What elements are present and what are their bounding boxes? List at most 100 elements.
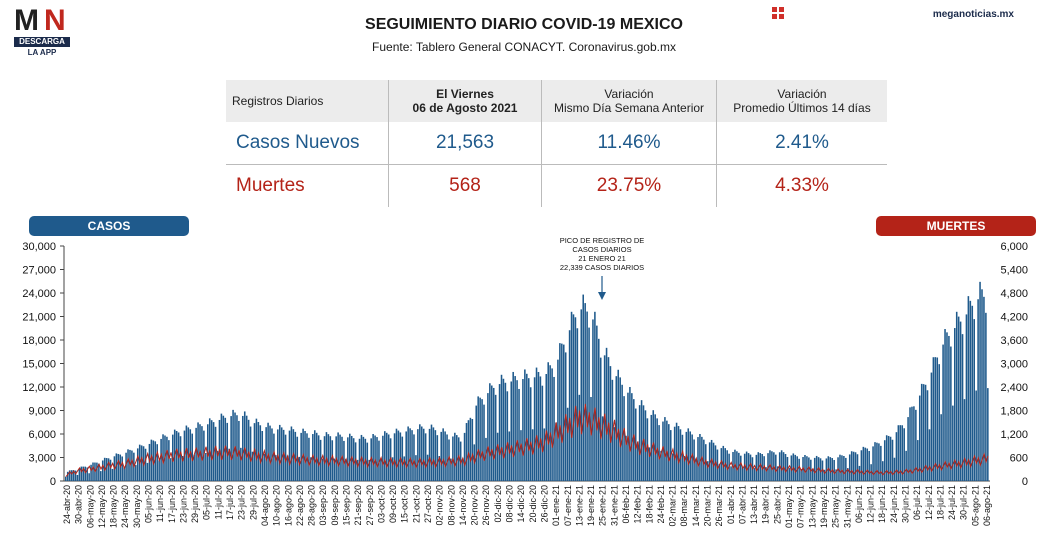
case-bar — [677, 426, 680, 481]
case-bar — [860, 450, 863, 481]
x-tick-label: 25-abr-21 — [772, 485, 782, 524]
case-bar — [352, 438, 355, 481]
case-bar — [385, 432, 388, 481]
case-bar — [450, 458, 452, 481]
case-bar — [131, 450, 133, 481]
case-bar — [681, 434, 684, 481]
case-bar — [839, 454, 841, 481]
case-bar — [973, 319, 975, 481]
case-bar — [673, 426, 676, 481]
case-bar — [854, 452, 857, 481]
case-bar — [263, 453, 265, 481]
site-link[interactable]: meganoticias.mx — [932, 9, 1014, 20]
case-bar — [755, 454, 758, 481]
case-bar — [520, 430, 522, 481]
case-bar — [920, 383, 923, 481]
case-bar — [613, 427, 616, 481]
left-tick-label: 24,000 — [22, 288, 56, 300]
case-bar — [434, 430, 437, 481]
case-bar — [380, 458, 382, 481]
case-bar — [811, 469, 814, 481]
case-bar — [969, 300, 972, 481]
case-bar — [90, 464, 92, 481]
case-bar — [539, 376, 542, 481]
case-bar — [255, 418, 258, 481]
x-tick-label: 08-dic-20 — [505, 485, 515, 523]
case-bar — [535, 367, 538, 481]
case-bar — [111, 468, 114, 481]
case-bar — [788, 468, 791, 481]
peak-annotation-line: 22,339 CASOS DIARIOS — [560, 263, 644, 272]
case-bar — [208, 418, 211, 481]
case-bar — [644, 410, 647, 481]
case-bar — [65, 476, 67, 481]
case-bar — [625, 435, 627, 481]
case-bar — [936, 357, 939, 481]
case-bar — [946, 332, 948, 481]
app-logo[interactable]: M N DESCARGA LA APP — [14, 6, 72, 59]
case-bar — [866, 448, 869, 481]
case-bar — [586, 311, 588, 481]
x-tick-label: 05-jul-20 — [202, 485, 212, 520]
case-bar — [479, 397, 481, 481]
x-tick-label: 30-jun-21 — [901, 485, 911, 523]
x-tick-label: 07-abr-21 — [737, 485, 747, 524]
case-bar — [189, 429, 192, 481]
x-tick-label: 02-nov-20 — [435, 485, 445, 526]
x-tick-label: 29-jul-20 — [248, 485, 258, 520]
case-bar — [808, 457, 810, 481]
x-tick-label: 20-nov-20 — [470, 485, 480, 526]
x-tick-label: 30-jul-21 — [959, 485, 969, 520]
x-tick-label: 24-feb-21 — [656, 485, 666, 524]
right-tick-label: 3,000 — [1000, 359, 1028, 371]
case-bar — [757, 452, 760, 481]
x-tick-label: 07-may-21 — [796, 485, 806, 528]
covid-chart: 0 3,000 6,000 9,000 12,000 15,000 18,000 21,000… — [22, 236, 1028, 528]
case-bar — [325, 432, 328, 481]
case-bar — [522, 379, 524, 481]
case-bar — [533, 377, 536, 481]
case-bar — [775, 454, 777, 481]
case-bar — [588, 327, 590, 481]
case-bar — [448, 439, 450, 481]
case-bar — [409, 428, 411, 481]
case-bar — [426, 454, 429, 481]
case-bar — [850, 451, 853, 481]
case-bar — [376, 437, 378, 481]
logo-download-label: DESCARGA — [14, 37, 70, 47]
case-bar — [701, 436, 703, 481]
case-bar — [105, 458, 108, 481]
case-bar — [942, 344, 944, 481]
case-bar — [813, 457, 816, 481]
case-bar — [315, 432, 318, 481]
case-bar — [636, 442, 639, 481]
case-bar — [985, 312, 987, 481]
case-bar — [158, 460, 160, 481]
left-tick-label: 30,000 — [22, 241, 56, 253]
case-bar — [549, 365, 551, 481]
case-bar — [847, 468, 849, 481]
case-bar — [491, 385, 493, 481]
case-bar — [154, 441, 157, 481]
case-bar — [605, 347, 608, 481]
row-var-14: 2.41% — [716, 122, 887, 165]
case-bar — [915, 409, 917, 481]
case-bar — [926, 390, 929, 481]
case-bar — [197, 422, 199, 481]
case-bar — [703, 439, 705, 481]
case-bar — [868, 450, 870, 481]
x-tick-label: 14-nov-20 — [458, 485, 468, 526]
case-bar — [887, 435, 890, 481]
case-bar — [284, 434, 287, 481]
x-tick-label: 18-jun-21 — [877, 485, 887, 523]
case-bar — [576, 328, 579, 481]
case-bar — [623, 396, 625, 481]
case-bar — [475, 405, 478, 481]
case-bar — [358, 438, 361, 481]
case-bar — [413, 434, 415, 481]
case-bar — [210, 420, 213, 481]
case-bar — [880, 445, 882, 481]
row-label: Casos Nuevos — [226, 122, 389, 165]
case-bar — [862, 446, 865, 481]
x-tick-label: 18-may-20 — [109, 485, 119, 528]
